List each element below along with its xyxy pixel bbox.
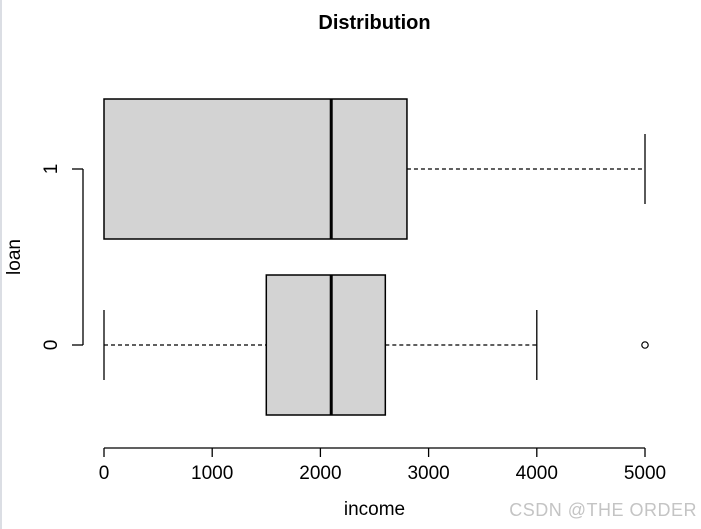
x-tick-label: 3000 <box>407 463 449 484</box>
x-tick-label: 5000 <box>624 463 666 484</box>
x-tick-label: 0 <box>99 463 110 484</box>
x-tick-label: 2000 <box>299 463 341 484</box>
watermark-text: CSDN @THE ORDER <box>509 500 697 520</box>
y-axis-label: loan <box>4 239 25 275</box>
x-axis-label: income <box>343 499 406 520</box>
x-tick-label: 1000 <box>191 463 233 484</box>
box-category-0 <box>265 274 387 416</box>
box-category-1 <box>103 98 408 240</box>
y-tick-label: 1 <box>41 164 62 175</box>
x-tick-label: 4000 <box>516 463 558 484</box>
chart-title: Distribution <box>318 12 431 34</box>
outlier-point <box>641 341 649 349</box>
y-tick-label: 0 <box>41 340 62 351</box>
left-edge-divider <box>0 0 2 529</box>
